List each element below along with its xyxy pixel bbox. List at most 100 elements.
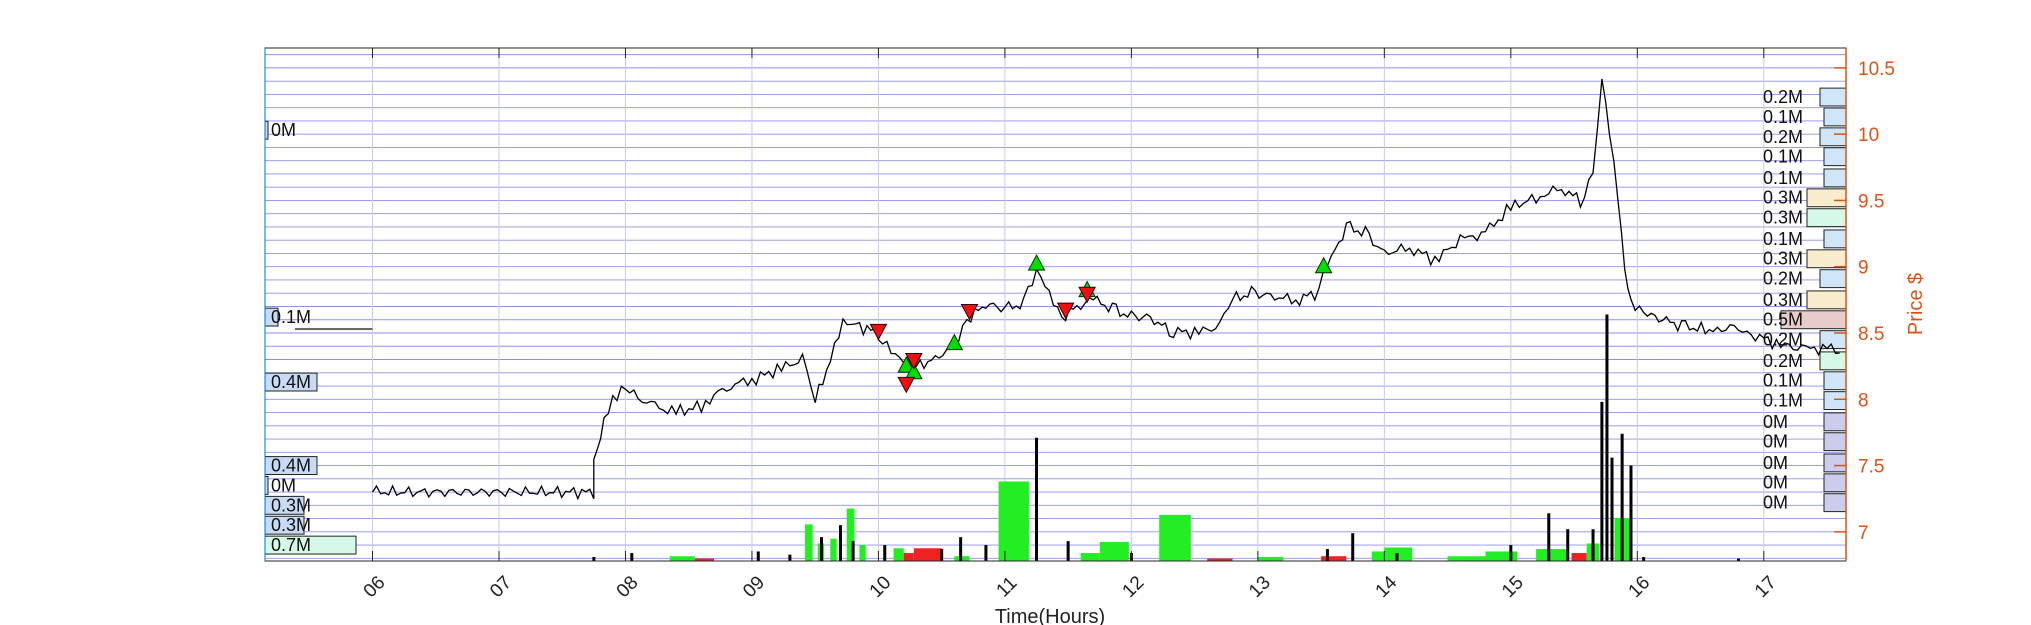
right-profile-bar [1806, 249, 1847, 269]
volume-bar [1321, 556, 1347, 561]
buy-signal-marker [897, 356, 916, 373]
price-series [371, 78, 1840, 501]
volume-bar [1485, 551, 1518, 561]
right-profile-label: 0.3M [1763, 290, 1803, 310]
right-profile-bar [1823, 473, 1847, 493]
volume-bar [1257, 557, 1284, 561]
y-tick-label: 10.5 [1858, 59, 1895, 80]
x-tick-label: 11 [993, 573, 1022, 602]
volume-bar [1571, 553, 1587, 561]
left-profile-label: 0.3M [271, 515, 311, 535]
volume-bar [893, 548, 904, 561]
right-profile-label: 0.1M [1763, 391, 1803, 411]
volume-profile: 0M0.1M0.4M0.4M0M0.3M0.3M0.7M0.2M0.1M0.2M… [264, 87, 1847, 555]
x-tick-label: 10 [866, 572, 896, 602]
y-tick-label: 7 [1858, 523, 1869, 544]
volume-bar [805, 524, 813, 561]
grid [265, 48, 1846, 561]
y-tick-label: 8.5 [1858, 324, 1884, 345]
volume-bar [1159, 514, 1191, 561]
x-tick-label: 07 [486, 572, 516, 602]
right-profile-label: 0.3M [1763, 188, 1803, 208]
y-axis-label: Price $ [1905, 273, 1927, 335]
y-tick-label: 7.5 [1858, 457, 1884, 478]
right-profile-bar [1819, 351, 1847, 371]
right-profile-label: 0M [1763, 432, 1788, 452]
volume-bar [1371, 551, 1391, 561]
right-profile-label: 0M [1763, 453, 1788, 473]
right-profile-label: 0.3M [1763, 249, 1803, 269]
left-profile-label: 0M [271, 475, 296, 495]
right-profile-bar [1823, 229, 1847, 249]
right-profile-label: 0.2M [1763, 127, 1803, 147]
volume-bar [859, 545, 866, 561]
right-profile-label: 0.1M [1763, 371, 1803, 391]
right-profile-label: 0M [1763, 412, 1788, 432]
plot-area [265, 48, 1846, 561]
volume-bar [1099, 541, 1129, 561]
sell-signal-marker [905, 353, 923, 370]
y-tick-label: 9 [1858, 258, 1869, 279]
right-profile-label: 0.1M [1763, 147, 1803, 167]
sell-signal-marker [1056, 302, 1075, 320]
trade-signals [869, 254, 1333, 394]
x-tick-label: 17 [1751, 572, 1781, 602]
right-profile-bar [1806, 208, 1847, 228]
right-profile-label: 0.3M [1763, 208, 1803, 228]
right-profile-label: 0.1M [1763, 107, 1803, 127]
right-profile-label: 0.2M [1763, 330, 1803, 350]
buy-signal-marker [1314, 256, 1333, 274]
right-profile-bar [1806, 290, 1847, 310]
volume-bar [669, 556, 696, 561]
volume-bar [1536, 549, 1568, 561]
x-tick-label: 16 [1625, 572, 1655, 602]
left-profile-label: 0.7M [271, 535, 311, 555]
right-profile-bar [1819, 269, 1847, 289]
right-profile-label: 0.2M [1763, 87, 1803, 107]
x-tick-label: 14 [1372, 572, 1402, 602]
buy-signal-marker [945, 333, 964, 351]
volume-bar [846, 508, 855, 561]
x-tick-label: 06 [360, 572, 390, 602]
right-profile-label: 0.2M [1763, 269, 1803, 289]
volume-bar [830, 538, 837, 561]
volume-bar [903, 553, 914, 561]
right-profile-bar [1819, 127, 1847, 147]
volume-bar [913, 548, 942, 561]
left-profile-label: 0M [271, 120, 296, 140]
right-profile-bar [1823, 453, 1847, 473]
x-tick-label: 08 [613, 572, 643, 602]
right-profile-bar [1823, 371, 1847, 391]
volume-bar [1080, 553, 1100, 561]
sell-signal-marker [960, 303, 979, 321]
left-profile-label: 0.4M [271, 372, 311, 392]
left-profile-label: 0.4M [271, 456, 311, 476]
x-axis-label: Time(Hours) [995, 606, 1105, 625]
right-profile-bar [1823, 107, 1847, 127]
sell-signal-marker [1078, 286, 1096, 304]
right-profile-bar [1823, 168, 1847, 188]
x-tick-label: 13 [1245, 572, 1275, 602]
right-profile-label: 0M [1763, 473, 1788, 493]
right-profile-bar [1823, 432, 1847, 452]
volume-bar [1207, 558, 1233, 561]
right-profile-bar [1823, 147, 1847, 167]
right-profile-label: 0.5M [1763, 310, 1803, 330]
x-tick-label: 12 [1119, 572, 1149, 602]
sell-signal-marker [869, 323, 888, 341]
right-profile-bar [1823, 493, 1847, 513]
x-tick-label: 15 [1498, 572, 1528, 602]
right-profile-label: 0.2M [1763, 351, 1803, 371]
volume-bars [592, 314, 1740, 561]
buy-signal-marker [1027, 254, 1046, 271]
right-profile-bar [1823, 412, 1847, 432]
right-profile-label: 0.1M [1763, 229, 1803, 249]
x-tick-label: 09 [739, 572, 769, 602]
y-tick-label: 8 [1858, 390, 1869, 411]
volume-bar [998, 481, 1029, 561]
volume-bar [695, 558, 715, 561]
sell-signal-marker [897, 376, 916, 394]
volume-bar [1447, 556, 1486, 561]
right-profile-bar [1806, 188, 1847, 208]
